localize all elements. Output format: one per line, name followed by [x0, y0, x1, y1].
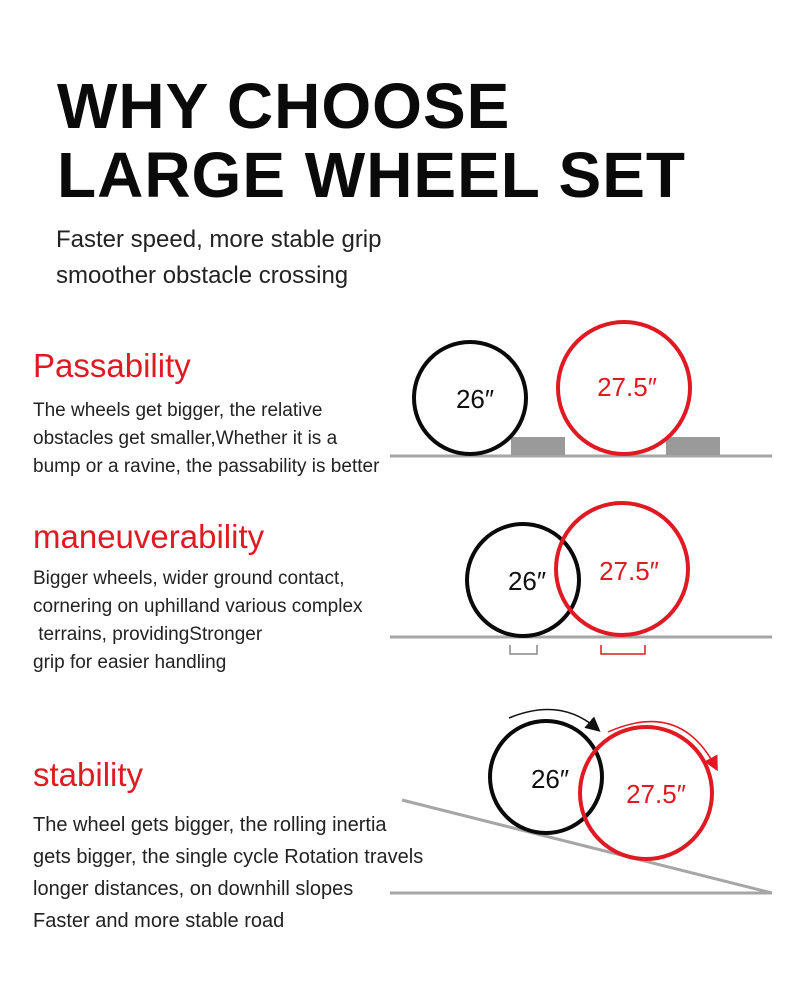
stability-description: The wheel gets bigger, the rolling inert…	[33, 809, 423, 937]
small-wheel-26	[412, 340, 528, 456]
small-wheel-label: 26″	[456, 384, 494, 414]
large-wheel-27-5	[556, 320, 692, 456]
maneuverability-line-3: terrains, providingStronger	[33, 624, 263, 645]
stability-line-3: longer distances, on downhill slopes	[33, 878, 354, 900]
large-wheel-label: 27.5″	[599, 556, 659, 586]
title-line-1: WHY CHOOSE	[57, 70, 511, 142]
maneuverability-diagram: 26″ 27.5″	[390, 501, 772, 655]
passability-line-3: bump or a ravine, the passability is bet…	[33, 456, 380, 477]
passability-diagram: 26″ 27.5″	[390, 320, 772, 458]
passability-description: The wheels get bigger, the relative obsta…	[33, 397, 379, 481]
stability-line-4: Faster and more stable road	[33, 910, 285, 932]
maneuverability-line-1: Bigger wheels, wider ground contact,	[33, 568, 345, 589]
obstacle-bump-2	[666, 437, 720, 455]
title-line-2: LARGE WHEEL SET	[57, 139, 686, 211]
passability-line-1: The wheels get bigger, the relative	[33, 400, 323, 421]
large-contact-bracket	[600, 645, 646, 655]
large-wheel-27-5	[554, 501, 690, 637]
small-wheel-label: 26″	[531, 764, 569, 794]
large-wheel-label: 27.5″	[597, 372, 657, 402]
small-wheel-label: 26″	[508, 566, 546, 596]
passability-line-2: obstacles get smaller,Whether it is a	[33, 428, 338, 449]
stability-diagram: 26″ 27.5″	[390, 708, 773, 895]
stability-line-1: The wheel gets bigger, the rolling inert…	[33, 814, 387, 836]
maneuverability-line-2: cornering on uphilland various complex	[33, 596, 363, 617]
large-wheel-label: 27.5″	[626, 779, 686, 809]
rotation-arrow-large-icon	[607, 720, 718, 772]
small-wheel-26	[465, 522, 581, 638]
large-wheel-27-5	[578, 725, 714, 861]
subtitle-line-1: Faster speed, more stable grip	[56, 226, 382, 253]
passability-heading: Passability	[33, 347, 191, 384]
stability-heading: stability	[33, 756, 144, 793]
stability-line-2: gets bigger, the single cycle Rotation t…	[33, 846, 424, 868]
small-wheel-26	[488, 719, 604, 835]
maneuverability-description: Bigger wheels, wider ground contact, corn…	[33, 565, 363, 677]
small-contact-bracket	[509, 645, 538, 655]
rotation-arrow-small-icon	[508, 708, 601, 732]
obstacle-bump-1	[511, 437, 565, 455]
maneuverability-heading: maneuverability	[33, 518, 265, 555]
maneuverability-line-4: grip for easier handling	[33, 652, 227, 673]
subtitle-line-2: smoother obstacle crossing	[56, 262, 349, 289]
downhill-slope-line	[401, 798, 773, 895]
